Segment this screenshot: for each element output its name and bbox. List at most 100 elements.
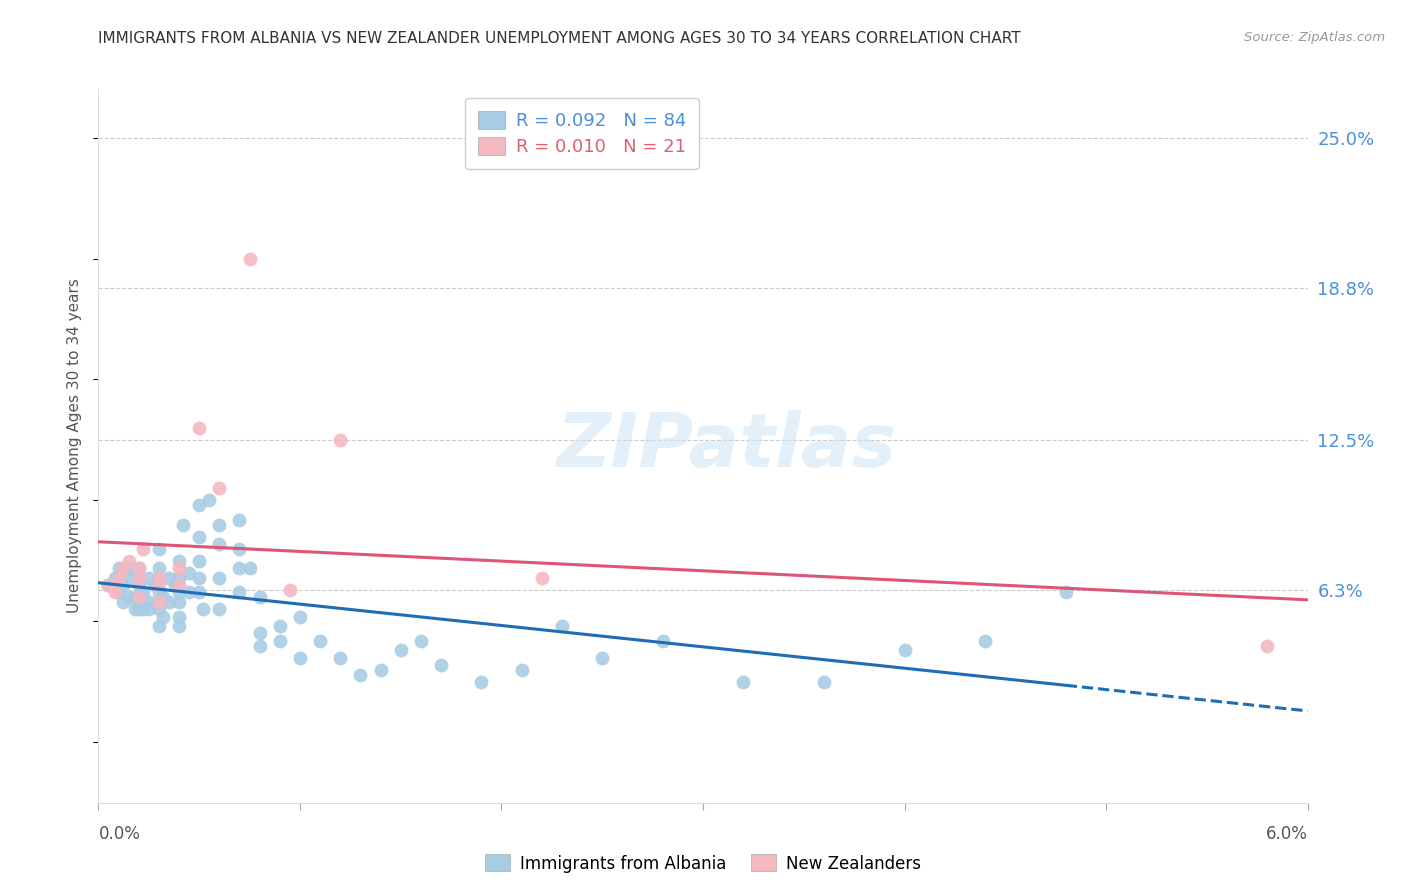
- Point: [111, 561, 134, 575]
- Point: [288, 609, 311, 624]
- Point: [103, 571, 125, 585]
- Point: [893, 643, 915, 657]
- Point: [188, 585, 211, 599]
- Point: [309, 633, 332, 648]
- Point: [208, 481, 231, 495]
- Point: [148, 571, 170, 585]
- Point: [188, 530, 211, 544]
- Point: [124, 602, 146, 616]
- Point: [1054, 585, 1077, 599]
- Point: [188, 421, 211, 435]
- Point: [148, 561, 170, 575]
- Point: [239, 252, 262, 266]
- Point: [148, 602, 170, 616]
- Point: [148, 619, 170, 633]
- Point: [148, 585, 170, 599]
- Point: [152, 609, 174, 624]
- Point: [148, 541, 170, 556]
- Point: [148, 595, 170, 609]
- Text: ZIPatlas: ZIPatlas: [557, 409, 897, 483]
- Point: [107, 571, 129, 585]
- Point: [128, 561, 150, 575]
- Point: [813, 674, 835, 689]
- Point: [288, 650, 311, 665]
- Text: IMMIGRANTS FROM ALBANIA VS NEW ZEALANDER UNEMPLOYMENT AMONG AGES 30 TO 34 YEARS : IMMIGRANTS FROM ALBANIA VS NEW ZEALANDER…: [98, 31, 1021, 46]
- Point: [107, 585, 129, 599]
- Point: [530, 571, 553, 585]
- Point: [103, 585, 125, 599]
- Point: [269, 633, 291, 648]
- Point: [228, 585, 250, 599]
- Point: [208, 537, 231, 551]
- Point: [733, 674, 755, 689]
- Point: [470, 674, 492, 689]
- Point: [143, 578, 166, 592]
- Point: [163, 578, 186, 592]
- Point: [591, 650, 613, 665]
- Point: [128, 571, 150, 585]
- Point: [172, 517, 194, 532]
- Point: [974, 633, 997, 648]
- Point: [111, 595, 134, 609]
- Point: [107, 561, 129, 575]
- Point: [132, 602, 155, 616]
- Point: [118, 571, 141, 585]
- Point: [208, 517, 231, 532]
- Point: [138, 571, 160, 585]
- Text: 0.0%: 0.0%: [98, 825, 141, 843]
- Point: [167, 578, 190, 592]
- Point: [208, 571, 231, 585]
- Point: [510, 663, 533, 677]
- Point: [167, 619, 190, 633]
- Y-axis label: Unemployment Among Ages 30 to 34 years: Unemployment Among Ages 30 to 34 years: [67, 278, 83, 614]
- Point: [167, 554, 190, 568]
- Point: [208, 602, 231, 616]
- Point: [157, 571, 180, 585]
- Point: [152, 590, 174, 604]
- Point: [132, 585, 155, 599]
- Point: [128, 590, 150, 604]
- Point: [389, 643, 412, 657]
- Point: [188, 498, 211, 512]
- Point: [97, 578, 120, 592]
- Point: [148, 578, 170, 592]
- Point: [188, 571, 211, 585]
- Text: Source: ZipAtlas.com: Source: ZipAtlas.com: [1244, 31, 1385, 45]
- Legend: R = 0.092   N = 84, R = 0.010   N = 21: R = 0.092 N = 84, R = 0.010 N = 21: [465, 98, 699, 169]
- Point: [430, 657, 453, 672]
- Point: [167, 561, 190, 575]
- Point: [249, 590, 271, 604]
- Point: [193, 602, 215, 616]
- Point: [228, 561, 250, 575]
- Point: [124, 590, 146, 604]
- Point: [188, 554, 211, 568]
- Point: [148, 595, 170, 609]
- Point: [198, 493, 221, 508]
- Point: [118, 590, 141, 604]
- Point: [1256, 639, 1278, 653]
- Point: [179, 585, 201, 599]
- Point: [167, 595, 190, 609]
- Point: [179, 566, 201, 580]
- Text: 6.0%: 6.0%: [1265, 825, 1308, 843]
- Point: [118, 561, 141, 575]
- Point: [167, 585, 190, 599]
- Point: [249, 639, 271, 653]
- Point: [651, 633, 673, 648]
- Point: [128, 590, 150, 604]
- Point: [138, 595, 160, 609]
- Point: [370, 663, 392, 677]
- Point: [132, 541, 155, 556]
- Point: [239, 561, 262, 575]
- Point: [329, 433, 352, 447]
- Point: [228, 513, 250, 527]
- Point: [128, 595, 150, 609]
- Point: [228, 541, 250, 556]
- Point: [249, 626, 271, 640]
- Point: [128, 561, 150, 575]
- Point: [128, 602, 150, 616]
- Point: [157, 595, 180, 609]
- Point: [409, 633, 432, 648]
- Point: [128, 571, 150, 585]
- Point: [128, 578, 150, 592]
